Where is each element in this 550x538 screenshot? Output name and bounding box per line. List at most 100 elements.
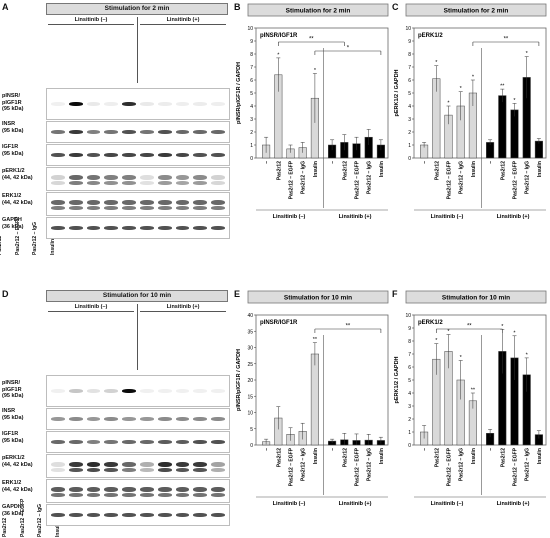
y-tick-label: 1 <box>408 143 411 149</box>
chart-title-box <box>405 290 547 304</box>
blot-a-band <box>175 206 190 210</box>
blot-d-group-underline-plus <box>140 311 226 312</box>
category-label: – <box>330 448 336 451</box>
blot-d-band <box>211 468 225 472</box>
blot-a-band <box>122 206 136 210</box>
significance-star: * <box>513 330 516 336</box>
blot-d-band <box>157 513 172 517</box>
blot-a-band <box>68 174 83 180</box>
y-tick-label: 2 <box>250 130 253 136</box>
blot-d-band <box>193 389 208 393</box>
blot-a-band <box>51 206 65 210</box>
blot-a-strip <box>46 167 230 191</box>
blot-a-band <box>104 130 119 134</box>
blot-d-band <box>157 486 172 492</box>
y-tick-label: 4 <box>250 104 253 110</box>
panel-letter-f: F <box>392 289 398 299</box>
y-tick-label: 6 <box>250 78 253 84</box>
blot-a-band <box>211 206 225 210</box>
blot-d-band <box>175 389 190 393</box>
blot-a-band <box>211 226 225 230</box>
y-tick-label: 9 <box>250 39 253 45</box>
blot-d-strip <box>46 375 230 407</box>
blot-a-band <box>86 226 101 230</box>
significance-star: ** <box>313 337 318 343</box>
category-label: Pas2r12 – IgG <box>525 161 531 194</box>
blot-a-band <box>193 174 208 180</box>
blot-d-band <box>51 440 65 444</box>
blot-d-strip <box>46 431 230 453</box>
y-tick-label: 25 <box>247 362 253 368</box>
blot-d-band <box>86 513 101 517</box>
blot-a-group-underline-minus <box>48 24 134 25</box>
blot-d-band <box>140 417 154 421</box>
blot-a-band <box>175 181 190 185</box>
blot-d-row-label: pERK1/2 (44, 42 kDa) <box>2 455 33 468</box>
y-tick-label: 1 <box>250 143 253 149</box>
category-label: Insulin <box>313 161 319 177</box>
blot-a-band <box>104 153 119 157</box>
y-axis-label: pINSR/pIGF1R / GAPDH <box>236 62 242 124</box>
category-label: – <box>264 448 270 451</box>
blot-d-band <box>175 486 190 492</box>
blot-d-band <box>211 417 225 421</box>
blot-a-band <box>157 174 172 180</box>
blot-d-band <box>86 389 101 393</box>
blot-d-group-plus: Linsitinib (+) <box>166 304 200 310</box>
blot-a-band <box>104 174 119 180</box>
chart-title-box <box>247 3 389 17</box>
blot-d-row-label: IGF1R (95 kDa) <box>2 431 24 444</box>
blot-d-band <box>86 468 101 472</box>
blot-a-band <box>193 199 208 205</box>
category-label: Pas2r12 – EGFP <box>355 160 361 199</box>
blot-a-band <box>86 199 101 205</box>
blot-a-strip <box>46 144 230 166</box>
blot-a-strip <box>46 217 230 239</box>
group-label-plus: Linsitinib (+) <box>339 501 372 507</box>
blot-d-band <box>140 468 154 472</box>
blot-d-strip <box>46 408 230 430</box>
blot-a-strip <box>46 88 230 120</box>
significance-star: * <box>447 101 450 107</box>
blot-a-band <box>157 153 172 157</box>
y-tick-label: 6 <box>408 78 411 84</box>
blot-d-band <box>51 461 65 467</box>
group-label-minus: Linsitinib (–) <box>273 214 306 220</box>
blot-a-band <box>122 130 136 134</box>
category-label: – <box>422 161 428 164</box>
blot-d-row-label: GAPDH (36 kDa) <box>2 504 24 517</box>
blot-d-band <box>51 389 65 393</box>
category-label: Pas2r12 – IgG <box>459 448 465 481</box>
blot-a-band <box>104 206 119 210</box>
blot-a-band <box>211 130 225 134</box>
category-label: Pas2r12 – IgG <box>301 161 307 194</box>
blot-a-band <box>68 226 83 230</box>
blot-d-band <box>68 461 83 467</box>
category-label: Pas2r12 <box>276 448 282 467</box>
panel-letter-b: B <box>234 2 241 12</box>
blot-a-band <box>193 130 208 134</box>
blot-a-band <box>140 102 154 106</box>
blot-a-row-label: pINSR/pIGF1R (95 kDa) <box>2 93 24 112</box>
chart-svg: Stimulation for 2 min pERK1/2 pERK1/2 / GA… <box>394 3 547 220</box>
group-label-plus: Linsitinib (+) <box>497 214 530 220</box>
blot-a-band <box>51 130 65 134</box>
blot-d-band <box>68 417 83 421</box>
blot-a-band <box>51 181 65 185</box>
blot-a-band <box>68 130 83 134</box>
blot-a-band <box>86 102 101 106</box>
category-label: Insulin <box>471 448 477 464</box>
y-tick-label: 8 <box>408 339 411 345</box>
blot-d-band <box>104 513 119 517</box>
significance-star: * <box>526 51 529 57</box>
significance-star: ** <box>500 84 505 90</box>
y-tick-label: 10 <box>405 313 411 319</box>
blot-a-band <box>86 181 101 185</box>
blot-a-band <box>86 153 101 157</box>
bracket-label: ** <box>467 324 472 330</box>
bar <box>310 353 319 446</box>
blot-d-strip <box>46 504 230 526</box>
y-tick-label: 5 <box>250 91 253 97</box>
blot-d-band <box>68 440 83 444</box>
blot-a-header: Stimulation for 2 min <box>46 3 228 15</box>
